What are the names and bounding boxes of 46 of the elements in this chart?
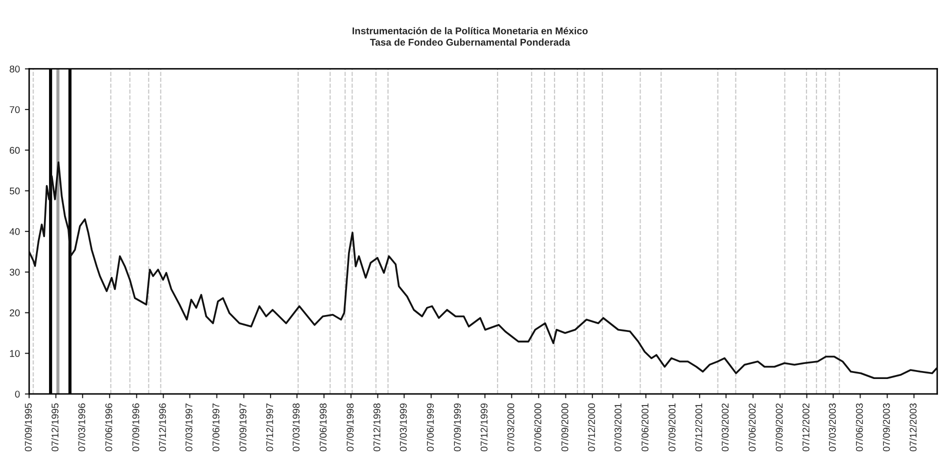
y-tick-label: 0 — [15, 390, 20, 398]
line-series — [29, 161, 938, 380]
x-tick-label: 07/12/1998 — [373, 403, 380, 452]
x-tick-label: 07/06/2000 — [534, 403, 542, 452]
x-tick-label: 07/06/1999 — [426, 403, 434, 452]
x-tick-label: 07/03/1996 — [78, 403, 86, 452]
x-tick-label: 07/03/1997 — [185, 403, 192, 452]
x-tick-label: 07/12/1996 — [158, 403, 166, 452]
x-tick-label: 07/06/1997 — [212, 403, 220, 452]
chart-title: Instrumentación de la Política Monetaria en México — [352, 27, 588, 34]
y-tick-label: 50 — [10, 188, 20, 194]
x-tick-label: 07/06/1996 — [105, 403, 112, 452]
y-tick-label: 40 — [10, 228, 20, 236]
x-tick-label: 07/06/2003 — [856, 403, 863, 452]
x-tick-label: 07/06/2001 — [641, 403, 648, 452]
x-tick-label: 07/09/1999 — [454, 403, 461, 452]
chart-subtitle: Tasa de Fondeo Gubernamental Ponderada — [370, 38, 570, 46]
x-tick-label: 07/09/2003 — [882, 403, 890, 452]
x-tick-label: 07/09/1997 — [239, 403, 246, 452]
x-tick-label: 07/09/2001 — [668, 403, 676, 452]
x-tick-label: 07/12/2000 — [588, 403, 596, 452]
x-tick-label: 07/03/2002 — [721, 403, 729, 452]
x-tick-label: 07/09/2000 — [561, 403, 568, 452]
x-tick-label: 07/03/1999 — [400, 403, 407, 452]
x-tick-label: 07/03/2001 — [614, 403, 622, 452]
y-tick-label: 80 — [10, 66, 20, 72]
x-tick-label: 07/06/1998 — [319, 403, 327, 452]
x-tick-label: 07/12/2001 — [695, 403, 702, 452]
y-tick-label: 60 — [10, 146, 20, 154]
x-tick-label: 07/09/1995 — [24, 403, 32, 452]
y-tick-label: 10 — [10, 350, 20, 357]
x-tick-label: 07/09/2002 — [776, 403, 783, 452]
x-tick-label: 07/03/1998 — [292, 403, 300, 452]
y-tick-label: 20 — [10, 309, 20, 316]
y-tick-label: 30 — [10, 268, 20, 276]
x-tick-label: 07/12/2003 — [909, 403, 917, 452]
x-tick-label: 07/06/2002 — [748, 403, 756, 452]
x-tick-label: 07/12/1995 — [51, 403, 58, 452]
x-tick-label: 07/12/2002 — [802, 403, 810, 452]
y-tick-label: 70 — [10, 106, 20, 114]
x-tick-label: 07/12/1997 — [266, 403, 274, 452]
x-tick-label: 07/09/1998 — [346, 403, 354, 452]
x-tick-label: 07/09/1996 — [132, 403, 140, 452]
x-tick-label: 07/03/2003 — [828, 403, 836, 452]
x-tick-label: 07/12/1999 — [480, 403, 488, 452]
x-tick-label: 07/03/2000 — [507, 403, 514, 452]
